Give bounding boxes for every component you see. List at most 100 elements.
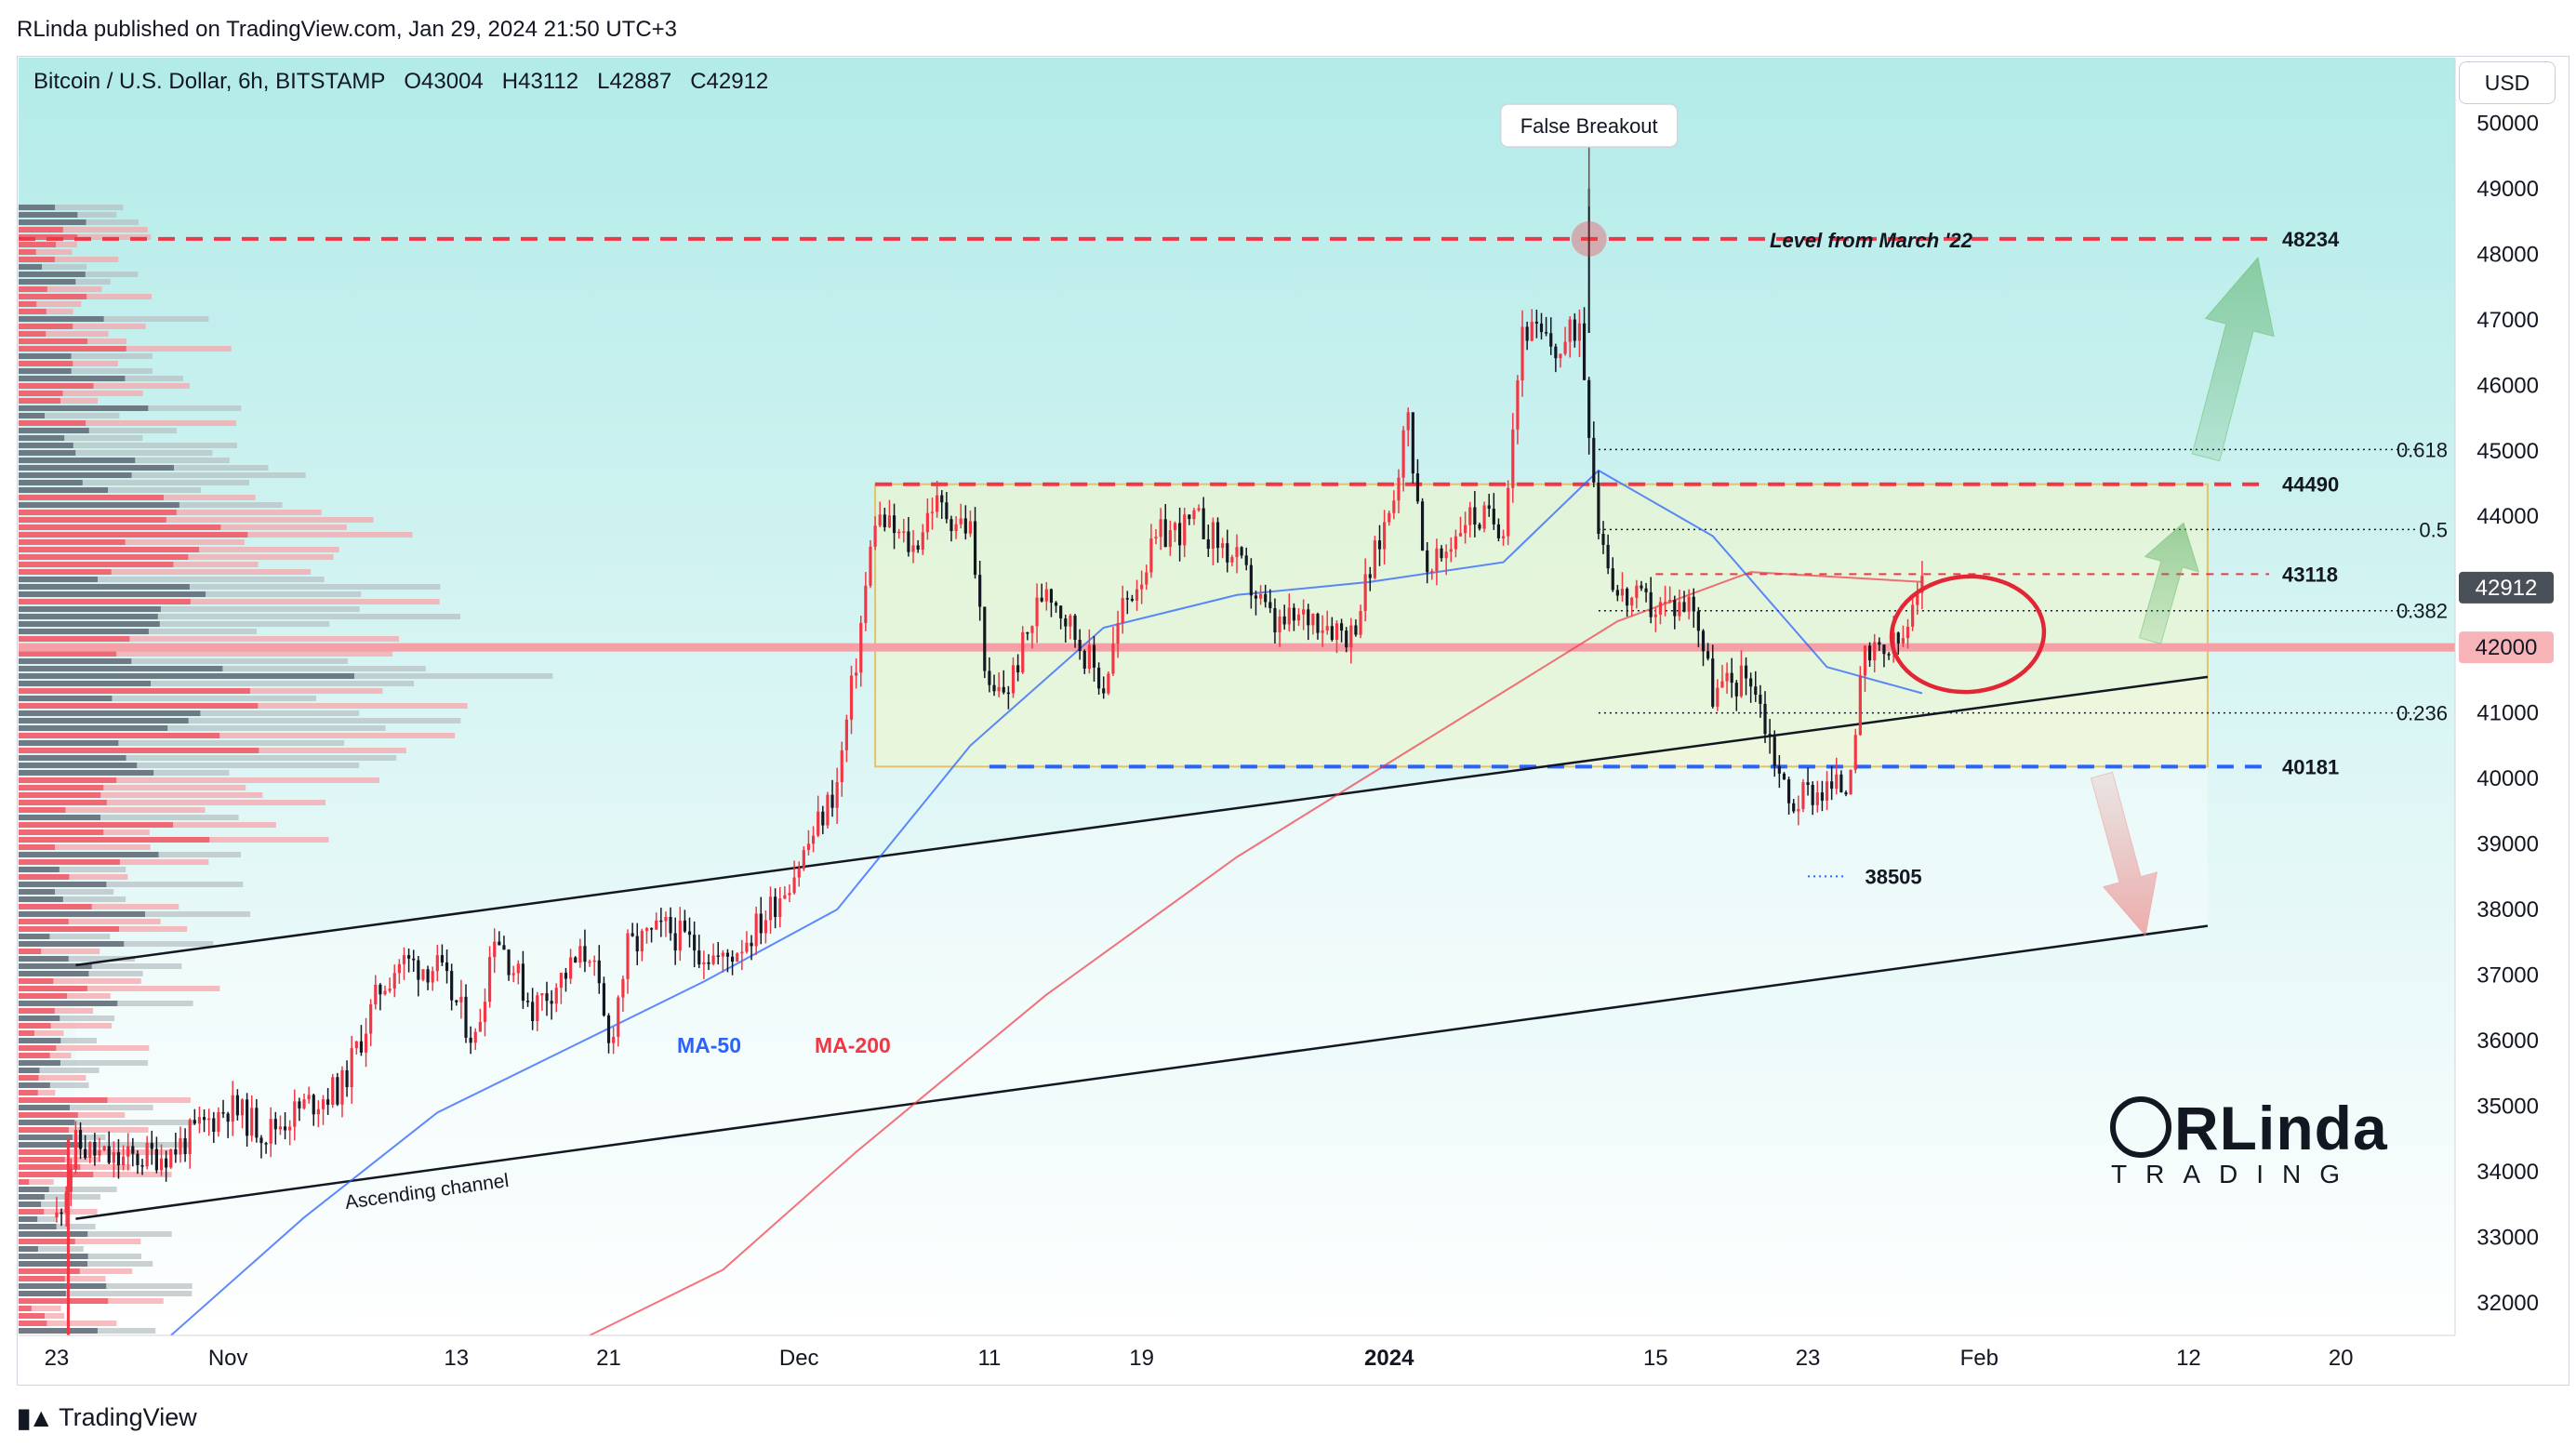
volume-bar	[19, 882, 244, 887]
candle-body	[1330, 626, 1334, 640]
candle-body	[1754, 686, 1758, 696]
volume-bar-core	[19, 1030, 34, 1036]
footer-brand[interactable]: TradingView	[59, 1402, 197, 1431]
volume-bar-core	[19, 1008, 55, 1014]
candle-body	[1878, 642, 1881, 645]
candle-body	[1534, 321, 1538, 324]
watermark-bottom: TRADING	[2111, 1160, 2358, 1188]
volume-bar-core	[19, 956, 69, 962]
candle-body	[1107, 673, 1110, 694]
candle-body	[940, 495, 944, 503]
volume-bar	[19, 785, 246, 790]
volume-bar-core	[19, 748, 259, 753]
volume-bar	[19, 391, 143, 396]
candle-body	[569, 957, 573, 979]
candle-body	[511, 973, 515, 976]
candle-body	[1334, 623, 1339, 640]
price-tick-label: 36000	[2476, 1029, 2539, 1054]
time-tick-label: 15	[1643, 1346, 1668, 1371]
volume-bar-core	[19, 1239, 75, 1244]
candle-body	[1273, 607, 1277, 632]
volume-bar-core	[19, 495, 164, 500]
candle-body	[1311, 613, 1315, 626]
volume-bar	[19, 800, 326, 805]
volume-bar	[19, 264, 87, 270]
volume-bar	[19, 599, 440, 604]
volume-bar	[19, 1224, 96, 1229]
volume-bar-core	[19, 1097, 108, 1103]
candle-body	[1597, 482, 1600, 535]
candle-body	[98, 1150, 101, 1156]
volume-bar-core	[19, 1321, 47, 1326]
volume-bar	[19, 316, 209, 322]
candle-body	[554, 988, 558, 1004]
candle-body	[759, 913, 763, 934]
volume-bar	[19, 1142, 189, 1148]
price-tick-label: 41000	[2476, 701, 2539, 726]
candle-body	[246, 1099, 249, 1136]
volume-bar-core	[19, 1045, 57, 1051]
volume-bar-core	[19, 941, 125, 947]
volume-bar-core	[19, 294, 87, 299]
candle-body	[859, 622, 863, 673]
candle-body	[817, 811, 820, 836]
chart-frame[interactable]	[17, 56, 2569, 1386]
candle-body	[978, 575, 982, 607]
candle-body	[792, 877, 796, 894]
time-tick-label: 11	[977, 1346, 1001, 1371]
volume-bar	[19, 1030, 64, 1036]
candle-body	[1867, 645, 1872, 661]
candle-body	[455, 1000, 458, 1002]
volume-bar-core	[19, 904, 92, 909]
candle-body	[745, 942, 749, 952]
candle-body	[1202, 508, 1205, 539]
volume-bar-core	[19, 524, 221, 530]
candle-body	[116, 1151, 121, 1166]
candle-body	[1092, 644, 1096, 668]
volume-bar-core	[19, 1261, 88, 1267]
price-tick-label: 37000	[2476, 962, 2539, 988]
volume-bar-core	[19, 755, 126, 761]
candle-body	[374, 984, 378, 1005]
volume-bar-core	[19, 963, 92, 969]
time-tick-label: Nov	[208, 1346, 248, 1371]
price-tick-label: 48000	[2476, 242, 2539, 267]
candle-body	[959, 518, 963, 524]
candle-body	[1640, 585, 1643, 589]
candle-body	[1064, 617, 1068, 627]
volume-bar	[19, 986, 220, 991]
candle-body	[1768, 734, 1772, 737]
volume-bar-core	[19, 428, 89, 433]
candle-body	[440, 955, 445, 963]
candle-body	[145, 1143, 149, 1167]
tradingview-logo-icon[interactable]: ▮▲	[17, 1402, 54, 1432]
volume-bar-core	[19, 696, 113, 701]
volume-bar	[19, 368, 153, 374]
volume-bar	[19, 1201, 70, 1207]
volume-bar-core	[19, 547, 200, 552]
candle-body	[193, 1120, 196, 1124]
candle-body	[1073, 615, 1077, 641]
candle-body	[1230, 557, 1234, 563]
candle-body	[640, 930, 644, 952]
volume-bar-core	[19, 1016, 60, 1021]
candle-body	[1525, 326, 1529, 341]
candle-body	[445, 962, 449, 972]
currency-button[interactable]: USD	[2459, 61, 2556, 104]
last-price-badge	[2459, 571, 2554, 604]
candle-body	[326, 1099, 330, 1106]
volume-bar-core	[19, 599, 191, 604]
volume-bar	[19, 1008, 93, 1014]
volume-bar	[19, 1045, 150, 1051]
candle-body	[1145, 572, 1149, 585]
volume-bar	[19, 331, 109, 337]
candle-body	[1511, 429, 1515, 488]
candle-body	[235, 1095, 239, 1116]
candle-body	[240, 1099, 245, 1116]
candle-body	[821, 811, 825, 826]
candle-body	[478, 1021, 482, 1032]
candle-body	[1520, 326, 1524, 381]
candle-body	[963, 518, 967, 534]
candle-body	[298, 1101, 301, 1108]
